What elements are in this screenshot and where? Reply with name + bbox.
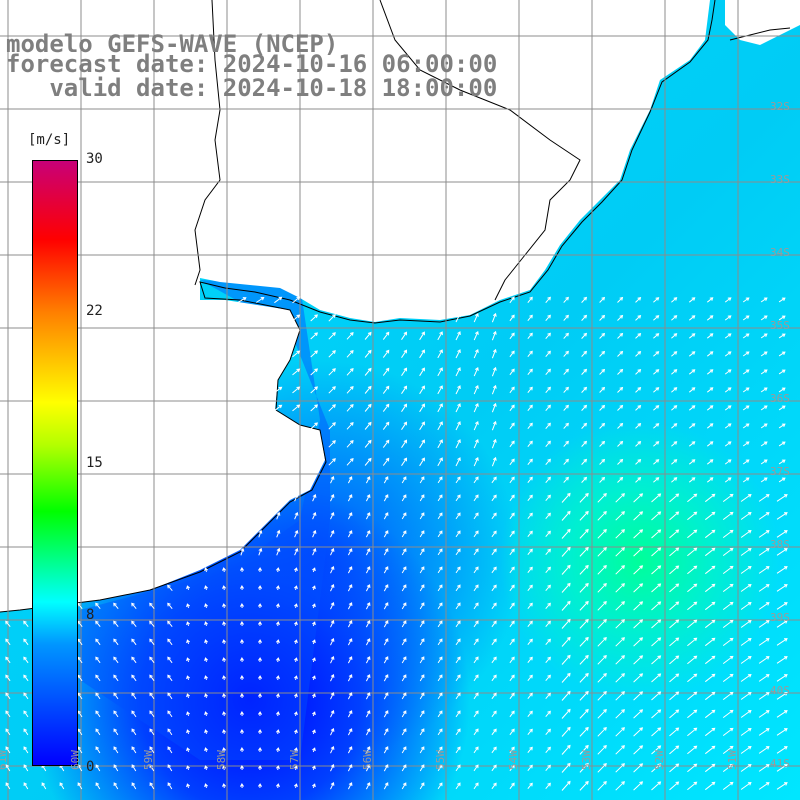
longitude-label: 58W	[215, 750, 228, 770]
longitude-label: 60W	[69, 750, 82, 770]
latitude-label: 36S	[770, 392, 790, 405]
legend-tick-30: 30	[86, 151, 103, 167]
latitude-label: 40S	[770, 684, 790, 697]
legend-tick-0: 0	[86, 759, 95, 775]
title-forecast-date: forecast date: 2024-10-16 06:00:00	[6, 50, 498, 78]
latitude-label: 35S	[770, 319, 790, 332]
longitude-label: 56W	[361, 750, 374, 770]
legend-tick-15: 15	[86, 455, 103, 471]
longitude-label: 51W	[726, 750, 739, 770]
longitude-label: 55W	[434, 750, 447, 770]
color-scale-bar	[32, 160, 78, 766]
longitude-label: 57W	[288, 750, 301, 770]
latitude-label: 39S	[770, 611, 790, 624]
latitude-label: 41S	[770, 757, 790, 770]
land-mass	[0, 0, 710, 612]
longitude-label: 61W	[0, 750, 9, 770]
legend-unit-label: [m/s]	[28, 132, 71, 148]
title-model: modelo GEFS-WAVE (NCEP)	[6, 30, 339, 58]
wind-arrows	[5, 296, 788, 791]
latitude-label: 32S	[770, 100, 790, 113]
longitude-label: 53W	[580, 750, 593, 770]
longitude-label: 52W	[653, 750, 666, 770]
latitude-label: 34S	[770, 246, 790, 259]
legend-tick-8: 8	[86, 607, 95, 623]
latitude-label: 37S	[770, 465, 790, 478]
latitude-label: 38S	[770, 538, 790, 551]
latitude-label: 33S	[770, 173, 790, 186]
title-valid-date: valid date: 2024-10-18 18:00:00	[6, 74, 498, 102]
legend-tick-22: 22	[86, 303, 103, 319]
longitude-label: 54W	[507, 750, 520, 770]
longitude-label: 59W	[142, 750, 155, 770]
land-northeast	[725, 0, 800, 45]
